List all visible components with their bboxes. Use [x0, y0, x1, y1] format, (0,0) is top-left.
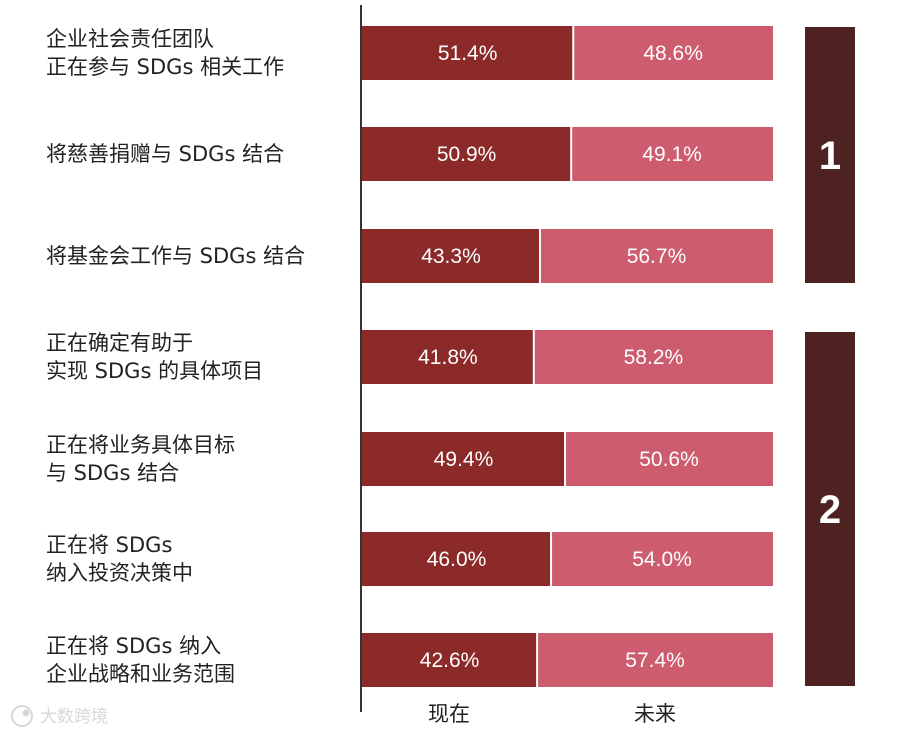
data-label: 54.0%	[632, 548, 692, 571]
group-bracket-2	[805, 332, 855, 686]
category-label: 将基金会工作与 SDGs 结合	[46, 244, 305, 268]
data-label: 50.6%	[639, 448, 699, 471]
category-label: 正在确定有助于	[46, 331, 193, 355]
category-label: 正在将业务具体目标	[46, 433, 235, 457]
bar-segment-future	[537, 633, 773, 687]
bar-segment-now	[362, 532, 552, 586]
category-label: 正在参与 SDGs 相关工作	[46, 55, 284, 79]
group-bracket-1	[805, 27, 855, 283]
group-number: 2	[819, 488, 841, 532]
category-label: 企业战略和业务范围	[46, 662, 235, 686]
category-label: 将慈善捐赠与 SDGs 结合	[46, 142, 284, 166]
category-label: 正在将 SDGs 纳入	[46, 634, 221, 658]
watermark-text: 大数跨境	[40, 707, 108, 727]
category-label: 正在将 SDGs	[46, 533, 172, 557]
data-label: 48.6%	[643, 42, 703, 65]
data-label: 58.2%	[624, 346, 684, 369]
data-label: 41.8%	[418, 346, 478, 369]
category-label: 企业社会责任团队	[46, 27, 214, 51]
bar-segment-now	[362, 330, 534, 384]
bar-segment-now	[362, 229, 540, 283]
bar-segment-now	[362, 432, 566, 486]
data-label: 50.9%	[437, 143, 497, 166]
camera-eye-icon	[11, 705, 33, 727]
bar-segment-now	[362, 26, 574, 80]
bar-segment-now	[362, 633, 538, 687]
data-label: 43.3%	[421, 245, 481, 268]
bar-segment-now	[362, 127, 572, 181]
legend-now: 现在	[428, 702, 470, 726]
legend-future: 未来	[634, 702, 676, 726]
data-label: 57.4%	[625, 649, 685, 672]
data-label: 46.0%	[427, 548, 487, 571]
bar-segment-future	[533, 330, 773, 384]
camera-eye-icon-pupil	[22, 709, 30, 717]
data-label: 42.6%	[420, 649, 480, 672]
category-label: 与 SDGs 结合	[46, 461, 179, 485]
data-label: 49.1%	[642, 143, 702, 166]
bar-segment-future	[539, 229, 773, 283]
data-label: 56.7%	[627, 245, 687, 268]
category-label: 实现 SDGs 的具体项目	[46, 359, 263, 383]
category-label: 纳入投资决策中	[46, 561, 193, 585]
bar-segment-future	[565, 432, 773, 486]
data-label: 49.4%	[434, 448, 494, 471]
bar-segment-future	[551, 532, 773, 586]
group-number: 1	[819, 134, 841, 178]
bar-segment-future	[571, 127, 773, 181]
data-label: 51.4%	[438, 42, 498, 65]
bar-segment-future	[573, 26, 773, 80]
